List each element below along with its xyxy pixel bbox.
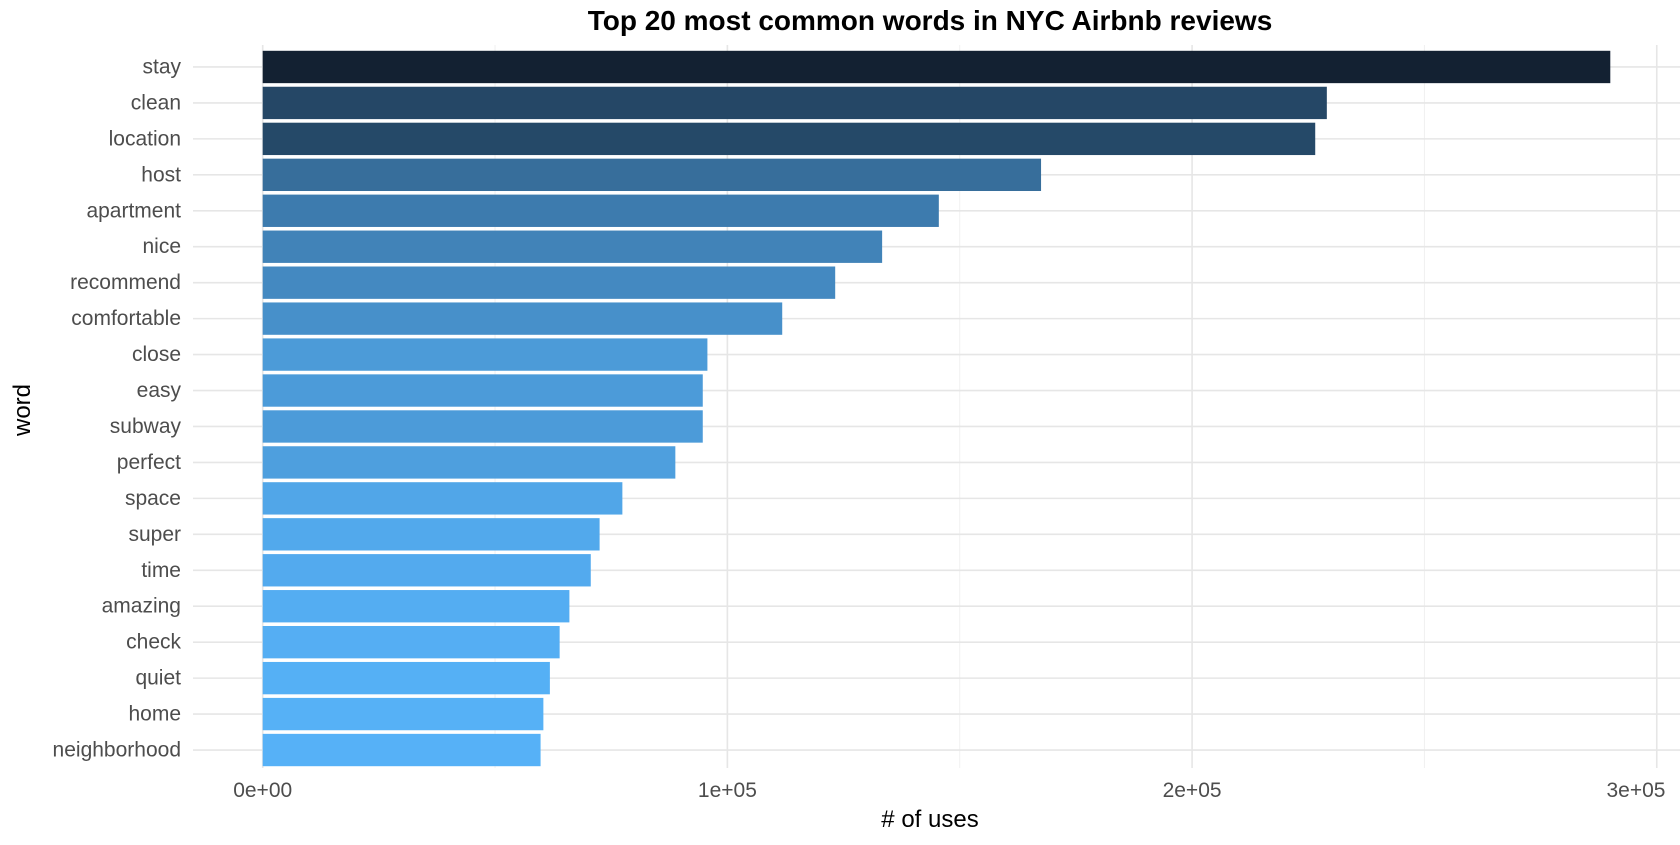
bar-subway [262, 410, 703, 443]
bar-apartment [262, 194, 939, 227]
y-tick-label: apartment [86, 199, 181, 222]
y-tick-label: close [132, 343, 181, 366]
x-tick-labels: 0e+00 1e+05 2e+05 3e+05 [233, 779, 1665, 802]
bar-close [262, 338, 708, 371]
y-tick-label: stay [142, 55, 181, 78]
y-tick-label: perfect [117, 451, 181, 474]
bar-recommend [262, 266, 836, 299]
x-tick-label: 1e+05 [698, 779, 757, 802]
y-tick-label: time [141, 559, 181, 582]
y-tick-label: amazing [102, 595, 181, 618]
bar-space [262, 482, 623, 515]
bar-comfortable [262, 302, 783, 335]
y-tick-label: host [141, 163, 181, 186]
x-tick-label: 2e+05 [1163, 779, 1222, 802]
y-tick-label: comfortable [71, 307, 181, 330]
y-axis-title: word [9, 384, 36, 437]
y-tick-label: subway [110, 415, 182, 438]
bar-neighborhood [262, 733, 541, 767]
y-tick-label: space [125, 487, 181, 510]
chart-title: Top 20 most common words in NYC Airbnb r… [588, 5, 1273, 36]
y-tick-label: easy [137, 379, 182, 402]
x-tick-label: 3e+05 [1607, 779, 1666, 802]
bar-host [262, 158, 1042, 192]
bar-check [262, 625, 560, 659]
x-axis-title: # of uses [881, 806, 978, 833]
y-tick-label: clean [131, 91, 181, 114]
bar-clean [262, 86, 1327, 120]
x-tick-label: 0e+00 [233, 779, 292, 802]
bar-amazing [262, 590, 570, 623]
bar-time [262, 554, 591, 587]
bar-location [262, 122, 1316, 156]
bar-nice [262, 230, 883, 263]
bar-home [262, 697, 544, 731]
bar-stay [262, 50, 1611, 84]
bar-super [262, 518, 600, 551]
bar-easy [262, 374, 703, 407]
y-tick-label: location [109, 127, 181, 150]
y-tick-label: recommend [70, 271, 181, 294]
y-tick-label: super [128, 523, 181, 546]
bars [262, 50, 1611, 767]
bar-quiet [262, 661, 550, 695]
y-tick-label: nice [142, 235, 181, 258]
y-tick-label: quiet [135, 667, 181, 690]
y-tick-labels: stay clean location host apartment nice recomm… [53, 55, 182, 761]
bar-perfect [262, 446, 676, 479]
y-tick-label: neighborhood [53, 739, 181, 762]
y-tick-label: home [128, 703, 181, 726]
y-tick-label: check [126, 631, 181, 654]
